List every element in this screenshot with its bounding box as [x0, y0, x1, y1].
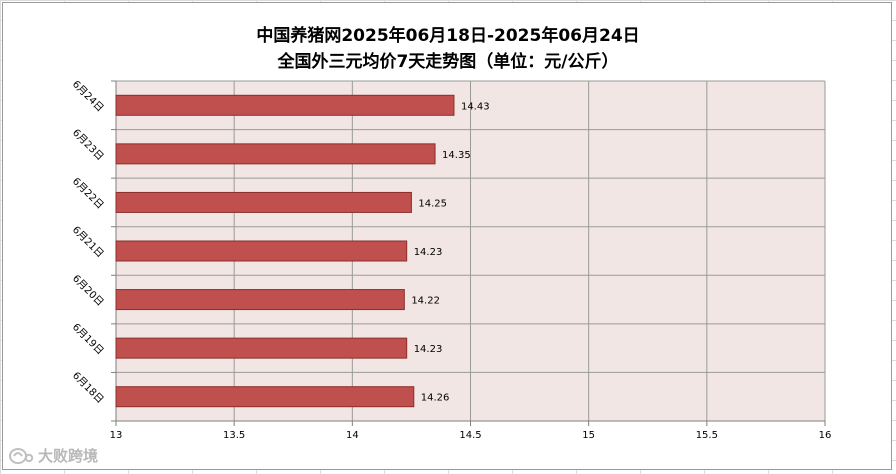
category-label: 6月21日	[70, 224, 106, 260]
x-tick-label: 13	[110, 430, 123, 441]
category-label: 6月19日	[70, 321, 106, 357]
bar[interactable]	[115, 94, 455, 116]
watermark-text: 大败跨境	[38, 447, 99, 465]
x-tick-label: 16	[819, 430, 832, 441]
x-tick-label: 13.5	[223, 430, 245, 441]
bar[interactable]	[115, 240, 408, 262]
data-label: 14.22	[411, 296, 440, 307]
x-tick-label: 14	[346, 430, 359, 441]
bar[interactable]	[115, 191, 412, 213]
data-label: 14.23	[414, 344, 443, 355]
chart-subtitle: 全国外三元均价7天走势图（单位：元/公斤）	[277, 52, 619, 72]
category-label: 6月18日	[70, 370, 106, 406]
watermark-logo-icon	[9, 447, 34, 464]
category-label: 6月22日	[70, 175, 106, 211]
data-label: 14.23	[414, 247, 443, 258]
x-tick-label: 15.5	[696, 430, 718, 441]
bar[interactable]	[115, 143, 436, 165]
x-tick-label: 15	[582, 430, 595, 441]
category-label: 6月24日	[70, 78, 106, 114]
category-label: 6月23日	[70, 127, 106, 163]
data-label: 14.35	[442, 150, 471, 161]
watermark: 大败跨境	[8, 445, 98, 466]
bar[interactable]	[115, 386, 415, 408]
data-label: 14.25	[418, 198, 447, 209]
bar[interactable]	[115, 289, 405, 311]
category-label: 6月20日	[70, 273, 106, 309]
data-label: 14.43	[461, 101, 490, 112]
bar[interactable]	[115, 337, 408, 359]
x-tick-label: 14.5	[459, 430, 481, 441]
chart-title: 中国养猪网2025年06月18日-2025年06月24日	[256, 26, 640, 46]
data-label: 14.26	[421, 393, 450, 404]
